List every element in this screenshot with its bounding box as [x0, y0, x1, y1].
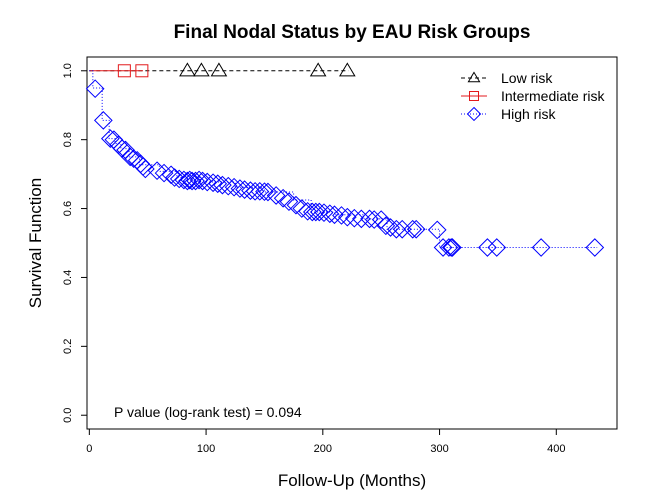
censor-mark [371, 210, 391, 229]
censor-mark [127, 150, 147, 170]
series-layer [85, 62, 605, 257]
y-tick-label: 0.4 [62, 270, 74, 285]
censor-mark [531, 238, 551, 257]
censor-mark [441, 238, 461, 257]
censor-mark [585, 238, 605, 257]
series-2 [85, 70, 605, 257]
censor-mark [101, 129, 120, 148]
y-tick-label: 1.0 [62, 63, 74, 78]
x-tick-label: 300 [430, 443, 448, 455]
censor-mark [193, 62, 210, 77]
censor-mark [136, 159, 155, 179]
legend-marker [469, 91, 479, 101]
censor-mark [292, 199, 312, 218]
censor-mark [93, 111, 113, 130]
censor-mark [381, 218, 400, 237]
y-tick-label: 0.8 [62, 132, 74, 147]
censor-mark [427, 220, 447, 240]
censor-mark [433, 238, 453, 257]
legend: Low risk Intermediate risk High risk [461, 70, 605, 122]
censor-mark [178, 171, 197, 191]
censor-mark [309, 62, 327, 77]
censor-mark [320, 204, 340, 224]
censor-mark [213, 175, 232, 195]
censor-mark [286, 195, 306, 215]
censor-mark [332, 206, 351, 225]
chart-title: Final Nodal Status by EAU Risk Groups [174, 22, 531, 43]
censor-mark [224, 177, 244, 197]
y-tick-label: 0.2 [62, 339, 74, 354]
y-axis-label: Survival Function [26, 178, 45, 308]
censor-mark [376, 216, 396, 236]
pvalue-annotation: P value (log-rank test) = 0.094 [114, 404, 302, 420]
censor-mark [117, 64, 131, 78]
x-axis-label: Follow-Up (Months) [278, 471, 426, 490]
censor-mark [302, 202, 322, 222]
censor-mark [210, 62, 228, 77]
censor-mark [360, 209, 379, 229]
y-tick-label: 0.0 [62, 408, 74, 423]
censor-mark [306, 202, 326, 222]
censor-mark [197, 172, 217, 192]
censor-mark [180, 170, 200, 190]
legend-marker [466, 106, 482, 122]
censor-mark [403, 219, 423, 239]
censor-mark [387, 219, 406, 239]
censor-mark [133, 157, 153, 176]
legend-label: High risk [501, 106, 556, 122]
censor-mark [241, 181, 260, 200]
series-1 [89, 64, 149, 78]
censor-mark [189, 170, 209, 190]
censor-mark [250, 181, 270, 201]
censor-mark [279, 192, 299, 212]
censor-mark [135, 64, 149, 78]
censor-mark [273, 188, 293, 208]
censor-mark [120, 147, 140, 167]
censor-mark [179, 62, 196, 77]
censor-mark [182, 171, 202, 191]
censor-mark [406, 219, 426, 239]
legend-label: Intermediate risk [501, 88, 605, 104]
y-axis: 0.0 0.2 0.4 0.6 0.8 1.0 [62, 63, 87, 423]
legend-label: Low risk [501, 70, 553, 86]
censor-mark [230, 179, 250, 198]
censor-mark [255, 182, 274, 202]
censor-mark [193, 171, 212, 191]
censor-mark [154, 163, 174, 183]
censor-mark [443, 238, 462, 257]
x-tick-label: 100 [197, 443, 215, 455]
censor-mark [218, 176, 238, 196]
censor-mark [364, 210, 384, 229]
censor-mark [392, 219, 412, 239]
censor-mark [174, 170, 194, 190]
censor-mark [339, 62, 356, 77]
censor-mark [147, 161, 167, 181]
censor-mark [131, 154, 151, 174]
legend-marker [467, 71, 481, 83]
censor-mark [337, 207, 357, 227]
censor-mark [325, 205, 344, 225]
censor-mark [298, 201, 317, 221]
censor-mark [487, 238, 507, 257]
censor-mark [309, 202, 329, 222]
censor-mark [245, 181, 265, 201]
censor-mark [186, 171, 205, 191]
censor-mark [344, 208, 364, 228]
censor-mark [266, 186, 286, 205]
censor-mark [351, 209, 371, 229]
y-tick-label: 0.6 [62, 201, 74, 216]
censor-mark [161, 165, 181, 185]
x-tick-label: 200 [314, 443, 332, 455]
plot-frame [86, 56, 618, 430]
censor-mark [85, 79, 105, 99]
censor-mark [314, 203, 334, 223]
censor-mark [439, 238, 459, 257]
x-tick-label: 400 [547, 443, 565, 455]
x-tick-label: 0 [86, 443, 92, 455]
censor-mark [235, 180, 254, 199]
x-axis: 0 100 200 300 400 [86, 429, 565, 455]
censor-mark [478, 238, 497, 257]
censor-mark [208, 174, 228, 194]
